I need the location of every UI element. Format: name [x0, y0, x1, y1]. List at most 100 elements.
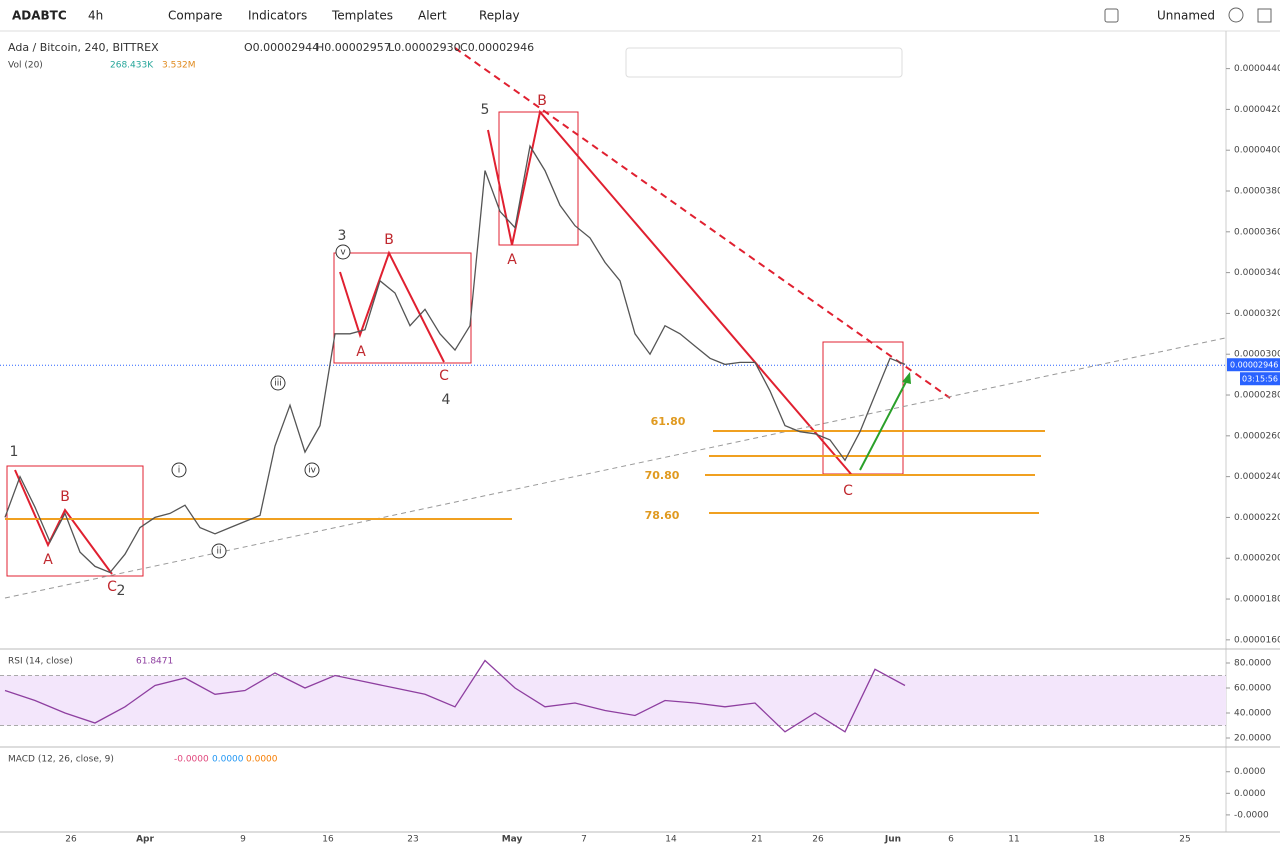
x-tick-label: 7	[581, 835, 587, 845]
drawing-toolbar	[625, 47, 903, 78]
y-tick-label: 40.0000	[1234, 709, 1271, 719]
wave-line[interactable]	[14, 469, 113, 575]
x-tick-label: 26	[65, 835, 77, 845]
x-tick-label: 6	[948, 835, 954, 845]
legend-title: Ada / Bitcoin, 240, BITTREX	[8, 41, 159, 54]
wave-label: 5	[481, 102, 490, 118]
wave-circle	[171, 462, 187, 478]
wave-label: 1	[10, 444, 19, 460]
wave-label: C	[439, 368, 449, 384]
y-tick-label: 0.0000	[1234, 789, 1266, 799]
symbol[interactable]: ADABTC	[12, 9, 67, 23]
drawings	[4, 47, 1226, 599]
fullscreen-icon[interactable]	[1257, 8, 1272, 23]
legend-l: L0.00002930	[388, 41, 461, 54]
rsi-value: 61.8471	[136, 657, 173, 667]
y-tick-label: 60.0000	[1234, 684, 1271, 694]
last-price-label: 0.00002946	[1230, 361, 1278, 370]
fib-label: 78.60	[645, 509, 680, 522]
layout-checkbox[interactable]	[1104, 8, 1119, 23]
legend-o: O0.00002944	[244, 41, 319, 54]
rsi-title: RSI (14, close)	[8, 657, 73, 667]
wave-circle	[211, 543, 227, 559]
wave-line[interactable]	[487, 109, 852, 475]
x-tick-label: Jun	[884, 835, 901, 845]
wave-label: C	[843, 483, 853, 499]
macd-signal-value: 0.0000	[246, 755, 278, 765]
x-tick-label: 9	[240, 835, 246, 845]
wave-sub-label: iii	[274, 379, 282, 389]
x-tick-label: 16	[322, 835, 334, 845]
volume-ma: 3.532M	[162, 61, 196, 71]
layout-name[interactable]: Unnamed	[1157, 9, 1215, 23]
templates-button[interactable]: Templates	[331, 9, 393, 23]
toolbar	[0, 0, 1280, 31]
wave-line[interactable]	[339, 250, 445, 363]
wave-label: A	[356, 344, 366, 360]
replay-button[interactable]: Replay	[479, 9, 520, 23]
y-tick-label: 20.0000	[1234, 734, 1271, 744]
wave-label: A	[507, 252, 517, 268]
compare-button[interactable]: Compare	[168, 9, 222, 23]
wave-label: B	[384, 232, 394, 248]
volume-value: 268.433K	[110, 61, 154, 71]
x-tick-label: 26	[812, 835, 824, 845]
y-tick-label: 0.0000	[1234, 767, 1266, 777]
arrow[interactable]	[859, 377, 909, 471]
wave-circle	[270, 375, 286, 391]
wave-sub-label: i	[178, 466, 181, 476]
x-tick-label: May	[502, 835, 523, 845]
countdown: 03:15:56	[1242, 375, 1278, 384]
wave-circle	[304, 462, 320, 478]
trend-line[interactable]	[454, 47, 951, 399]
price-line	[4, 144, 906, 574]
x-tick-label: 18	[1093, 835, 1105, 845]
x-tick-label: 11	[1008, 835, 1019, 845]
x-tick-label: Apr	[136, 835, 154, 845]
box[interactable]	[6, 465, 144, 577]
wave-label: B	[60, 489, 70, 505]
y-tick-label: -0.0000	[1234, 810, 1269, 820]
settings-icon[interactable]	[1228, 7, 1244, 23]
fib-label: 61.80	[651, 415, 686, 428]
macd-title: MACD (12, 26, close, 9)	[8, 755, 114, 765]
macd-line-value: 0.0000	[212, 755, 244, 765]
wave-sub-label: ii	[216, 547, 221, 557]
wave-label: C	[107, 579, 117, 595]
volume-title: Vol (20)	[8, 61, 43, 71]
indicators-button[interactable]: Indicators	[248, 9, 307, 23]
wave-label: A	[43, 552, 53, 568]
trend-line[interactable]	[4, 337, 1226, 599]
wave-label: B	[537, 93, 547, 109]
wave-sub-label: iv	[308, 466, 317, 476]
arrow-head	[902, 372, 911, 384]
wave-label: 4	[442, 392, 451, 408]
x-tick-label: 14	[665, 835, 677, 845]
fib-label: 70.80	[645, 469, 680, 482]
legend-c: C0.00002946	[460, 41, 534, 54]
macd-histogram: -0.0000	[174, 755, 209, 765]
x-tick-label: 23	[407, 835, 418, 845]
wave-label: 3	[338, 228, 347, 244]
rsi-line	[4, 659, 906, 733]
legend-h: H0.00002957	[316, 41, 391, 54]
countdown-tag	[1240, 372, 1280, 386]
alert-button[interactable]: Alert	[418, 9, 447, 23]
x-tick-label: 21	[751, 835, 762, 845]
interval[interactable]: 4h	[88, 9, 103, 23]
box[interactable]	[333, 252, 472, 364]
